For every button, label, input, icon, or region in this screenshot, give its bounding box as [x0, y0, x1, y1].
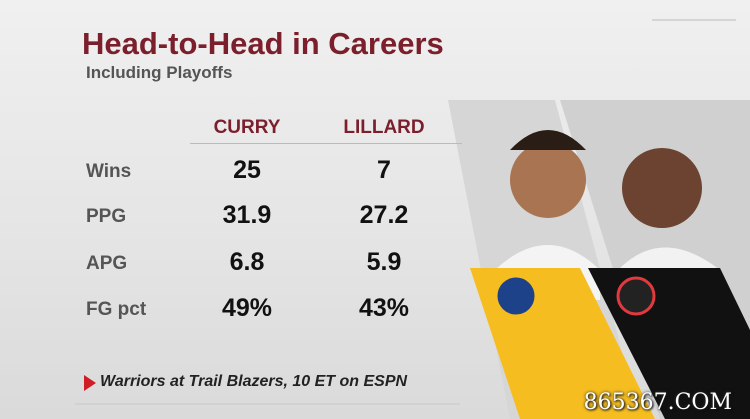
stat-value: 31.9	[222, 201, 272, 229]
player-hair	[510, 130, 586, 150]
column-header: LILLARD	[343, 117, 425, 138]
stat-value: 49%	[221, 294, 273, 322]
stat-value: 7	[377, 156, 391, 184]
player-photo	[510, 142, 586, 218]
stat-value: 43%	[358, 294, 410, 322]
watermark: 865367.COM	[583, 390, 732, 415]
subtitle: Including Playoffs	[86, 63, 233, 82]
row-label: Wins	[86, 161, 132, 182]
row-label: FG pct	[86, 299, 147, 320]
blazers-logo	[616, 276, 656, 316]
footer-text: Warriors at Trail Blazers, 10 ET on ESPN	[100, 373, 408, 390]
footer-arrow	[84, 375, 96, 391]
row-label: PPG	[86, 206, 127, 227]
header-rule	[190, 143, 462, 144]
stat-value: 5.9	[366, 248, 402, 276]
stat-value: 6.8	[229, 248, 265, 276]
stat-value: 25	[233, 156, 261, 184]
title: Head-to-Head in Careers	[82, 26, 444, 61]
player-photo	[622, 148, 702, 228]
row-label: APG	[86, 253, 128, 274]
column-header: CURRY	[213, 117, 281, 138]
stat-value: 27.2	[359, 201, 409, 229]
warriors-logo	[494, 274, 538, 318]
